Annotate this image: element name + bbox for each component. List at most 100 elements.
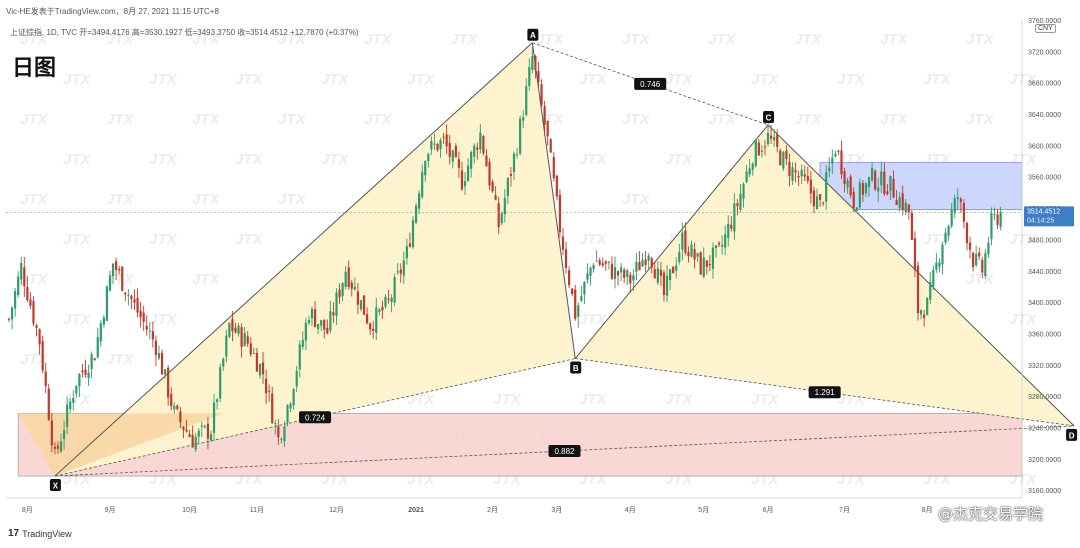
y-tick-label: 3240.0000 — [1028, 425, 1061, 432]
candle-body — [494, 195, 497, 200]
leg-xa — [54, 42, 533, 477]
y-tick-label: 3600.0000 — [1028, 143, 1061, 150]
watermark-text: JTX — [149, 151, 178, 168]
tradingview-logo[interactable]: 17 TradingView — [8, 528, 72, 539]
candle-body — [176, 405, 179, 410]
candle-body — [460, 170, 464, 190]
leg-bc — [574, 124, 769, 359]
candle-body — [880, 171, 883, 186]
candle-body — [525, 86, 528, 116]
overlay-layer — [6, 20, 1023, 498]
candle-body — [641, 260, 644, 267]
candle-body — [108, 275, 112, 291]
candle-body — [733, 203, 736, 232]
x-tick-label: 6月 — [763, 506, 774, 514]
ratio-line-ac — [532, 42, 769, 126]
candle-body — [552, 157, 555, 179]
currency-badge[interactable]: CNY — [1035, 24, 1056, 33]
candle-body — [592, 265, 595, 270]
candle-body — [571, 288, 574, 294]
candle-body — [491, 181, 494, 192]
watermark-text: JTX — [665, 71, 694, 88]
candle-body — [659, 269, 663, 276]
candle-body — [179, 411, 182, 423]
watermark-text: JTX — [665, 391, 694, 408]
candle-body — [794, 170, 797, 173]
candle-body — [598, 260, 601, 265]
candle-body — [188, 434, 191, 438]
watermark-text: JTX — [278, 31, 307, 48]
ratio-label: 1.291 — [815, 388, 836, 397]
candle-body — [14, 291, 17, 309]
candle-body — [809, 179, 812, 194]
candle-body — [883, 171, 886, 194]
candle-body — [29, 299, 32, 306]
candle-body — [136, 298, 139, 313]
candle-body — [626, 270, 629, 277]
candle-body — [754, 139, 757, 166]
candle-body — [307, 320, 311, 323]
candle-body — [476, 147, 479, 150]
candle-body — [555, 175, 558, 197]
candle-body — [87, 372, 90, 379]
point-marker-c — [763, 111, 775, 124]
watermark-text: JTX — [149, 231, 178, 248]
candle-body — [500, 213, 503, 224]
orange-zone — [18, 413, 224, 477]
candle-body — [237, 325, 240, 334]
candle-body — [678, 252, 681, 262]
candle-body — [515, 154, 519, 156]
candle-body — [304, 322, 307, 341]
candle-body — [690, 244, 693, 257]
x-tick-label: 7月 — [839, 506, 850, 514]
candle-body — [228, 323, 231, 337]
candle-body — [341, 283, 344, 297]
candle-body — [968, 242, 972, 250]
candle-body — [672, 266, 675, 274]
last-price-tag — [1024, 206, 1074, 227]
candle-body — [203, 425, 206, 427]
pattern-labels: X A B C D 0.746 0.724 1.291 0.882 — [49, 28, 1078, 492]
watermark-text: JTX — [880, 111, 909, 128]
candle-body — [298, 344, 301, 370]
candle-body — [421, 172, 424, 198]
candle-body — [791, 167, 794, 181]
watermark-text: JTX — [837, 71, 866, 88]
candle-body — [433, 143, 436, 145]
watermark-text: JTX — [192, 31, 221, 48]
candle-body — [72, 397, 75, 403]
candle-body — [595, 260, 598, 262]
candle-body — [919, 310, 923, 315]
candle-body — [369, 323, 372, 330]
x-tick-label: 4月 — [625, 506, 636, 514]
candle-body — [779, 150, 782, 166]
y-tick-label: 3560.0000 — [1028, 175, 1061, 182]
candle-body — [442, 136, 445, 138]
watermark-text: JTX — [20, 351, 49, 368]
candle-body — [978, 252, 981, 257]
candle-body — [84, 369, 87, 375]
candle-body — [540, 84, 543, 106]
candle-body — [35, 325, 38, 328]
candle-body — [503, 197, 506, 215]
candle-body — [522, 117, 525, 121]
candle-body — [151, 331, 154, 340]
watermark-text: JTX — [63, 231, 92, 248]
point-marker-b — [570, 361, 582, 374]
watermark-text: JTX — [665, 151, 694, 168]
y-tick-label: 3160.0000 — [1028, 488, 1061, 495]
candle-body — [219, 367, 222, 399]
candle-body — [546, 120, 549, 137]
axis-layer: 3160.0000 3200.0000 3240.0000 3280.0000 3320… — [6, 18, 1074, 514]
y-tick-label: 3480.0000 — [1028, 237, 1061, 244]
watermark-text: JTX — [966, 271, 995, 288]
candle-body — [148, 330, 151, 332]
candle-body — [271, 393, 274, 424]
y-tick-label: 3640.0000 — [1028, 112, 1061, 119]
triangle-xab — [54, 42, 576, 477]
candle-body — [684, 230, 687, 253]
ratio-box — [808, 386, 841, 399]
candle-body — [154, 340, 158, 356]
watermark-text: JTX — [20, 191, 49, 208]
